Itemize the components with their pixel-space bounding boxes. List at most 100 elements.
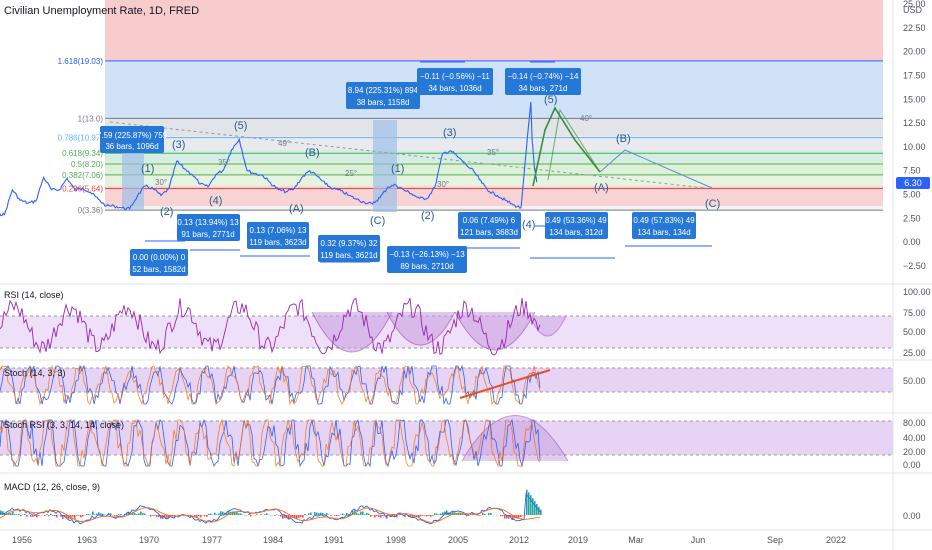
wave-label: (C)	[370, 215, 385, 227]
fib-zone-green	[105, 162, 883, 174]
macd-hist-bar	[228, 511, 230, 515]
fib-level-labels: 1.618(19.03) 1(13.0) 0.786(10.97) 0.618(9.3…	[58, 57, 104, 215]
rsi-arc-3	[454, 311, 536, 351]
macd-hist-bar	[200, 515, 202, 518]
macd-hist-bar	[8, 512, 10, 515]
macd-hist-bar	[110, 513, 112, 515]
angle-labels: 30° 35° 49° 25° 30° 35° 40°	[155, 114, 592, 189]
svg-text:119 bars, 3621d: 119 bars, 3621d	[320, 251, 377, 260]
macd-hist-bar	[12, 511, 14, 515]
macd-hist-bar	[320, 512, 322, 515]
macd-hist-bar	[256, 514, 258, 515]
macd-hist-bar	[480, 515, 482, 516]
macd-hist-bar	[264, 514, 266, 515]
fib-label: 1.618(19.03)	[58, 57, 104, 66]
svg-text:0.06 (7.49%) 6: 0.06 (7.49%) 6	[463, 216, 516, 225]
macd-hist-bar	[358, 513, 360, 515]
macd-hist-bar	[412, 515, 414, 518]
macd-hist-bar	[326, 513, 328, 515]
macd-hist-bar	[88, 514, 90, 515]
svg-text:−0.13 (−26.13%) −13: −0.13 (−26.13%) −13	[389, 250, 465, 259]
stochrsi-k-line	[0, 418, 541, 468]
macd-hist-bar	[128, 511, 130, 515]
macd-hist-bar	[488, 513, 490, 515]
macd-hist-bar	[48, 515, 50, 517]
stoch-trendline	[459, 369, 551, 399]
macd-hist-bar	[508, 515, 510, 519]
macd-hist-bar	[516, 515, 518, 519]
macd-hist-bar	[418, 515, 420, 518]
time-tick-label: 1977	[202, 535, 222, 545]
stoch-axis: 50.00	[903, 376, 926, 386]
measure-box: 7.59 (225.87%) 759 36 bars, 1096d	[97, 126, 168, 153]
macd-hist-bar	[156, 515, 158, 517]
macd-hist-bar	[244, 515, 246, 516]
macd-hist-bar	[382, 515, 384, 516]
fib-level-lines	[105, 60, 883, 211]
price-tick-label: 0.00	[903, 237, 921, 247]
svg-text:6.30: 6.30	[904, 178, 922, 188]
macd-hist-bar	[350, 513, 352, 515]
macd-hist-bar	[144, 513, 146, 515]
macd-hist-bar	[400, 514, 402, 515]
macd-hist-bar	[92, 511, 94, 515]
price-tick-label: 25.00	[903, 0, 926, 9]
currency-label: USD	[903, 5, 923, 15]
price-axis[interactable]: 25.00 22.50 20.00 17.50 15.00 12.50 10.00 7.50 5…	[903, 0, 926, 271]
macd-hist-bar	[520, 515, 522, 517]
measure-box: 0.00 (0.00%) 0 52 bars, 1582d	[130, 249, 188, 276]
macd-hist-bar	[530, 495, 532, 515]
macd-hist-bar	[404, 515, 406, 518]
macd-hist-bar	[376, 515, 378, 516]
macd-hist-bar	[274, 515, 276, 516]
macd-hist-bar	[300, 515, 302, 518]
price-line	[0, 102, 538, 217]
svg-text:−0.11 (−0.56%) −11: −0.11 (−0.56%) −11	[420, 72, 490, 81]
wave-label: (C)	[705, 198, 720, 210]
macd-hist-bar	[348, 514, 350, 515]
stoch-d-line	[0, 364, 541, 406]
svg-text:80.00: 80.00	[903, 418, 926, 428]
macd-hist-bar	[284, 515, 286, 519]
macd-hist-bar	[522, 515, 524, 516]
macd-hist-bar	[518, 515, 520, 518]
fib-label: 0.5(8.20)	[71, 160, 103, 169]
macd-hist-bar	[464, 514, 466, 515]
svg-text:34 bars, 1036d: 34 bars, 1036d	[428, 84, 481, 93]
svg-text:25.00: 25.00	[903, 348, 926, 358]
time-axis[interactable]: 1956 1963 1970 1977 1984 1991 1998 2005 2012 2019…	[12, 535, 846, 545]
time-tick-label: 2012	[509, 535, 529, 545]
price-tick-label: −2.50	[903, 261, 926, 271]
macd-hist-bar	[362, 511, 364, 515]
macd-title: MACD (12, 26, close, 9)	[4, 482, 100, 492]
macd-hist-bar	[134, 513, 136, 515]
svg-text:0.32 (9.37%) 32: 0.32 (9.37%) 32	[321, 239, 378, 248]
stochrsi-title: Stoch RSI (3, 3, 14, 14, close)	[4, 420, 124, 430]
macd-hist-bar	[392, 515, 394, 517]
wave-label: (B)	[305, 147, 320, 159]
time-tick-label: Jun	[691, 535, 706, 545]
stochrsi-d-line	[0, 418, 541, 468]
macd-hist-bar	[44, 515, 46, 517]
fib-zone-green2	[105, 174, 883, 186]
measure-box: 0.49 (53.36%) 49 134 bars, 312d	[545, 212, 608, 239]
measure-box: 0.13 (13.94%) 13 91 bars, 2771d	[177, 214, 240, 241]
macd-hist-bar	[96, 513, 98, 515]
price-tick-label: 12.50	[903, 118, 926, 128]
macd-hist-bar	[250, 515, 252, 517]
macd-hist-bar	[36, 515, 38, 518]
angle-label: 35°	[487, 148, 499, 157]
svg-text:134 bars, 134d: 134 bars, 134d	[637, 228, 690, 237]
time-tick-label: 2005	[448, 535, 468, 545]
macd-hist-bar	[352, 510, 354, 515]
macd-hist-bar	[226, 512, 228, 515]
macd-hist-bar	[526, 489, 528, 515]
svg-text:0.49 (53.36%) 49: 0.49 (53.36%) 49	[545, 216, 607, 225]
macd-hist-bar	[342, 513, 344, 515]
last-price-marker: 6.30	[896, 177, 930, 189]
fib-zone-gray2	[105, 136, 883, 150]
rsi-arc-2	[386, 311, 456, 346]
macd-hist-bar	[164, 515, 166, 518]
svg-text:0.13 (7.06%) 13: 0.13 (7.06%) 13	[250, 226, 307, 235]
